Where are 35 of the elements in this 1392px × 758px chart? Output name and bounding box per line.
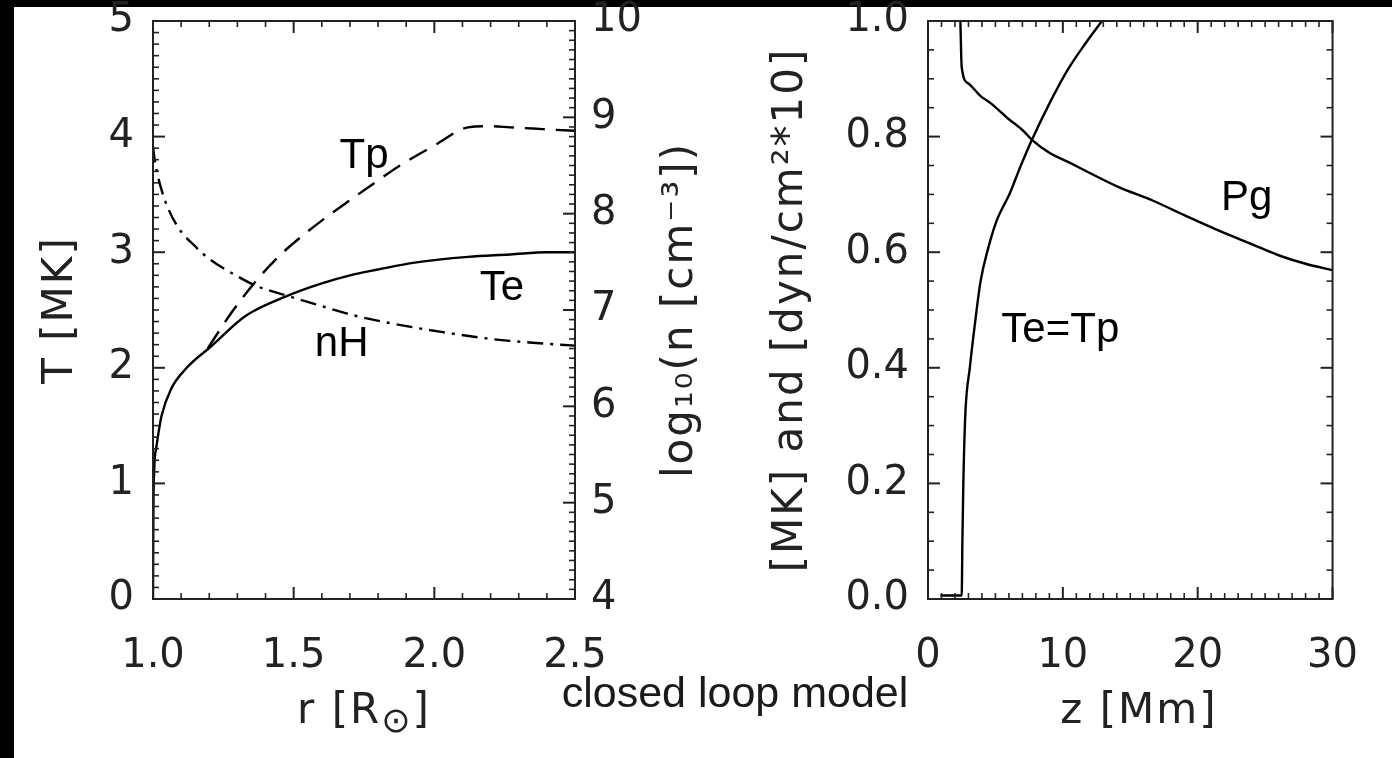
y-tick-label: 0.2 (845, 456, 909, 503)
y2-tick-label: 9 (591, 90, 617, 137)
y2-tick-label: 7 (591, 283, 617, 330)
y-tick-label: 0.4 (845, 341, 909, 388)
y-tick-label: 3 (108, 225, 134, 272)
y2-axis-title: log₁₀(n [cm⁻³]) (653, 141, 702, 479)
series-label: Te=Tp (1001, 304, 1120, 352)
x-tick-label: 0 (915, 630, 941, 677)
x-axis-title: r [R$_{⊙}$] (297, 684, 431, 741)
y-tick-label: 1.0 (845, 0, 909, 41)
x-tick-label: 1.5 (261, 630, 326, 677)
series-label: nH (314, 317, 369, 365)
x-axis-title: z [Mm] (1060, 684, 1218, 733)
y-tick-label: 0.6 (845, 225, 909, 272)
x-tick-label: 2.0 (402, 630, 467, 677)
y-tick-label: 0.0 (845, 572, 909, 619)
y-axis-title: [MK] and [dyn/cm²*10] (763, 47, 812, 573)
y-tick-label: 2 (108, 341, 134, 388)
y2-tick-label: 6 (591, 379, 617, 426)
y-axis-title: T [MK] (33, 236, 82, 384)
series-label: Pg (1221, 172, 1273, 220)
x-tick-label: 10 (1037, 630, 1089, 677)
y-tick-label: 1 (108, 456, 134, 503)
y-tick-label: 0.8 (845, 109, 909, 156)
y2-tick-label: 4 (591, 572, 617, 619)
series-label: Te (479, 261, 525, 309)
y2-tick-label: 5 (591, 476, 617, 523)
x-tick-label: 30 (1307, 630, 1358, 677)
y-tick-label: 5 (108, 0, 134, 41)
y-tick-label: 4 (108, 109, 134, 156)
y2-tick-label: 10 (591, 0, 642, 41)
series-label: Tp (339, 129, 389, 177)
x-tick-label: 20 (1172, 630, 1224, 677)
y-tick-label: 0 (108, 572, 134, 619)
y2-tick-label: 8 (591, 187, 617, 234)
